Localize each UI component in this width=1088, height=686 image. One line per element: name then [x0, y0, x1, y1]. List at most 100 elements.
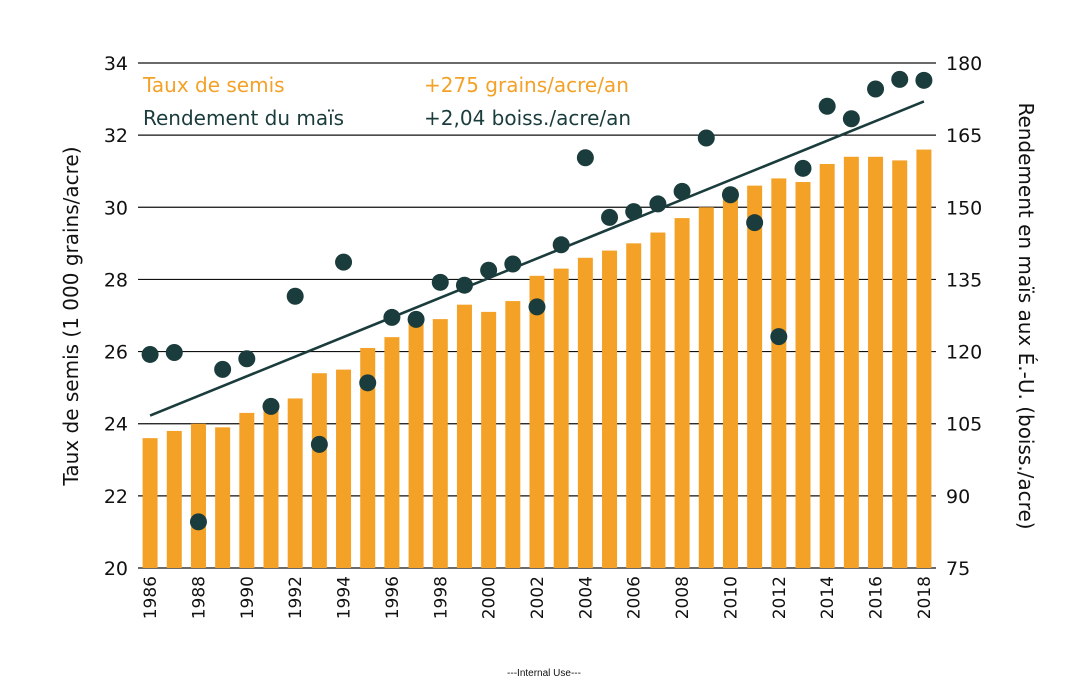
- bar-1992: [287, 398, 303, 568]
- legend-yield-rate: +2,04 boiss./acre/an: [424, 106, 631, 130]
- bar-1998: [432, 319, 448, 568]
- bar-2015: [843, 156, 859, 569]
- bar-1991: [263, 405, 279, 568]
- y-tick-label: 34: [104, 53, 128, 75]
- yield-point-1998: [431, 273, 449, 291]
- bar-2012: [771, 178, 787, 568]
- y2-tick-label: 120: [946, 342, 982, 364]
- legend-yield-label: Rendement du maïs: [143, 106, 344, 130]
- yield-point-2003: [552, 236, 570, 254]
- yield-point-1995: [359, 374, 377, 392]
- yield-point-2010: [721, 186, 739, 204]
- yield-point-1991: [262, 397, 280, 415]
- yield-point-2015: [842, 110, 860, 128]
- bar-1990: [239, 412, 255, 568]
- bar-2006: [626, 243, 642, 568]
- yield-point-2012: [770, 328, 788, 346]
- yield-point-2016: [867, 80, 885, 98]
- yield-point-1989: [214, 360, 232, 378]
- bar-2018: [916, 149, 932, 569]
- yield-point-2002: [528, 298, 546, 316]
- bar-2005: [602, 250, 618, 569]
- yield-point-1987: [165, 344, 183, 362]
- footer-text: ---Internal Use---: [507, 668, 581, 679]
- y-tick-label: 22: [104, 486, 128, 508]
- bar-2003: [553, 268, 569, 568]
- x-tick-label: 2006: [625, 576, 645, 619]
- bar-1993: [311, 373, 327, 568]
- bar-2010: [722, 189, 738, 568]
- bar-1989: [215, 427, 231, 568]
- yield-trend-line: [149, 100, 925, 417]
- yield-point-1986: [141, 345, 159, 363]
- bar-2016: [868, 156, 884, 569]
- bar-2000: [481, 311, 497, 568]
- x-tick-label: 2014: [818, 576, 838, 619]
- bar-2009: [698, 207, 714, 569]
- y2-tick-label: 135: [946, 269, 982, 291]
- x-tick-label: 1988: [189, 576, 209, 619]
- y2-tick-label: 150: [946, 197, 982, 219]
- yield-point-1999: [455, 276, 473, 294]
- x-tick-label: 2010: [721, 576, 741, 619]
- yield-point-1988: [189, 513, 207, 531]
- yield-point-1990: [238, 350, 256, 368]
- yield-point-2004: [576, 149, 594, 167]
- bar-2017: [892, 160, 908, 568]
- yield-point-2005: [601, 208, 619, 226]
- yield-point-1992: [286, 287, 304, 305]
- yield-point-1993: [310, 435, 328, 453]
- bar-2001: [505, 301, 521, 568]
- yield-point-2014: [818, 97, 836, 115]
- yield-point-2006: [625, 203, 643, 221]
- bar-2008: [674, 218, 690, 568]
- yield-point-2007: [649, 195, 667, 213]
- yield-point-2013: [794, 159, 812, 177]
- x-tick-label: 2004: [576, 576, 596, 619]
- x-tick-label: 2012: [770, 576, 790, 619]
- x-tick-label: 2008: [673, 576, 693, 619]
- x-tick-label: 2002: [528, 576, 548, 619]
- legend-seeding-rate: +275 grains/acre/an: [424, 73, 629, 97]
- bar-1994: [336, 369, 352, 568]
- yield-point-2000: [480, 261, 498, 279]
- x-tick-label: 2000: [480, 576, 500, 619]
- yield-point-2008: [673, 182, 691, 200]
- bar-1997: [408, 322, 424, 568]
- bar-2011: [747, 185, 763, 568]
- yield-point-2017: [891, 70, 909, 88]
- y-tick-label: 32: [104, 125, 128, 147]
- x-tick-label: 2018: [915, 576, 935, 619]
- bar-2007: [650, 232, 666, 569]
- x-tick-label: 1990: [238, 576, 258, 619]
- y-tick-label: 26: [104, 342, 128, 364]
- y2-tick-label: 105: [946, 414, 982, 436]
- y-tick-label: 20: [104, 558, 128, 580]
- y2-tick-label: 90: [946, 486, 970, 508]
- yield-point-1997: [407, 310, 425, 328]
- yield-point-2009: [697, 129, 715, 147]
- x-tick-label: 1998: [431, 576, 451, 619]
- yield-point-2018: [915, 71, 933, 89]
- bar-1996: [384, 337, 400, 568]
- bar-1987: [166, 430, 182, 568]
- yield-point-1996: [383, 308, 401, 326]
- bar-2013: [795, 182, 811, 569]
- x-tick-label: 2016: [867, 576, 887, 619]
- y2-tick-label: 180: [946, 53, 982, 75]
- y2-tick-label: 75: [946, 558, 970, 580]
- yield-point-2001: [504, 255, 522, 273]
- bar-1986: [142, 438, 158, 568]
- bar-1999: [456, 304, 472, 568]
- bar-2004: [577, 257, 593, 568]
- x-tick-label: 1994: [335, 576, 355, 619]
- x-tick-label: 1986: [141, 576, 161, 619]
- yield-point-2011: [746, 214, 764, 232]
- y2-axis-title: Rendement en maïs aux É.-U. (boiss./acre…: [1014, 102, 1038, 529]
- bar-1988: [190, 423, 206, 568]
- y2-tick-label: 165: [946, 125, 982, 147]
- bar-1995: [360, 347, 376, 568]
- yield-point-1994: [335, 253, 353, 271]
